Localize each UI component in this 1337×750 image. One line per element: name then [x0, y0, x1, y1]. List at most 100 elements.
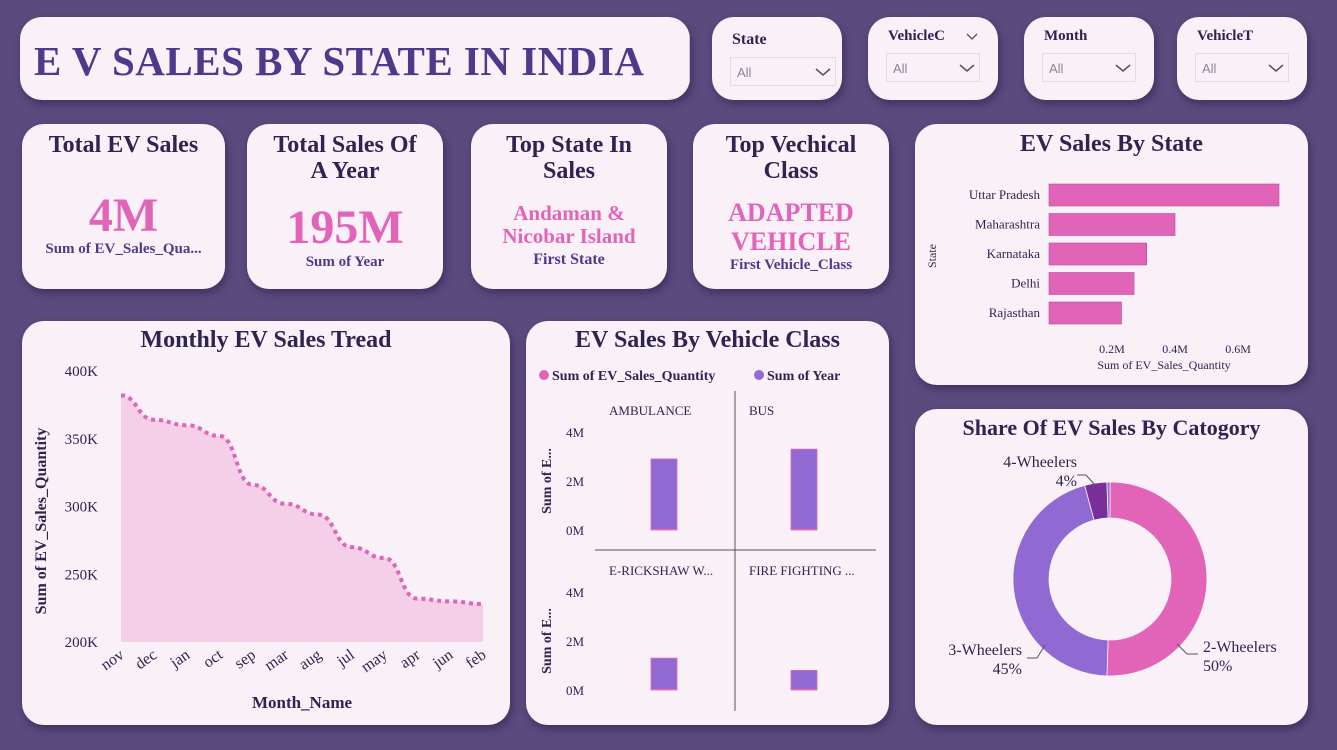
- chart-title: EV Sales By State: [1020, 131, 1203, 157]
- chart-title: EV Sales By Vehicle Class: [575, 327, 840, 353]
- year-bar: [650, 458, 678, 531]
- dashboard-title: E V SALES BY STATE IN INDIA: [34, 38, 645, 84]
- area-fill: [121, 395, 483, 642]
- donut-slice: [1106, 481, 1111, 519]
- leader-line: [1176, 643, 1198, 655]
- kpi-value: 195M: [286, 201, 404, 254]
- x-tick-label: jul: [333, 646, 358, 671]
- month-slicer[interactable]: Month All: [1024, 17, 1154, 100]
- x-tick-label: mar: [262, 646, 293, 675]
- donut-slice: [1012, 484, 1109, 677]
- kpi-subtitle: Sum of EV_Sales_Qua...: [45, 241, 202, 257]
- vehicle-class-slicer[interactable]: VehicleC All: [868, 17, 998, 100]
- x-axis-label: Sum of EV_Sales_Quantity: [1097, 358, 1230, 372]
- vehicle-class-small-multiples: Sum of EV_Sales_Quantity Sum of Year 4M 2M 0…: [539, 369, 876, 711]
- vehicle-type-slicer[interactable]: VehicleT All: [1177, 17, 1307, 100]
- state-dropdown[interactable]: All: [730, 57, 836, 86]
- vehicle-class-dropdown-value: All: [893, 61, 908, 76]
- x-tick-label: oct: [200, 646, 226, 671]
- chart-title: Monthly EV Sales Tread: [140, 327, 392, 353]
- state-slicer[interactable]: State All: [712, 17, 842, 100]
- state-bar: [1048, 272, 1135, 295]
- slice-label: 2-Wheelers: [1203, 639, 1277, 656]
- y-axis-label: State: [925, 244, 939, 268]
- kpi-title-line2: Class: [763, 158, 819, 184]
- kpi-total-ev-sales: Total EV Sales 4M Sum of EV_Sales_Qua...: [22, 124, 225, 289]
- y-tick-label: 200K: [65, 635, 99, 651]
- sales-bar: [791, 528, 817, 530]
- donut-slice: [1106, 481, 1208, 677]
- y-tick-label: 350K: [65, 432, 99, 448]
- year-bar: [790, 669, 818, 691]
- chevron-down-icon: [1268, 64, 1284, 72]
- y-tick-label: 4M: [566, 585, 585, 600]
- vehicle-type-dropdown-value: All: [1202, 61, 1217, 76]
- state-category-label: Karnataka: [987, 246, 1041, 261]
- monthly-chart-card: Monthly EV Sales Tread 400K 350K 300K 250K 2…: [22, 321, 510, 725]
- state-bar-chart: Uttar Pradesh Maharashtra Karnataka Delhi Ra…: [925, 183, 1280, 372]
- legend-label-sales: Sum of EV_Sales_Quantity: [552, 369, 715, 384]
- slice-pct-label: 45%: [993, 661, 1022, 678]
- y-tick-label: 250K: [65, 567, 99, 583]
- state-category-label: Uttar Pradesh: [969, 187, 1041, 202]
- x-tick-label: jan: [167, 646, 194, 672]
- x-tick-label: 0.6M: [1225, 342, 1251, 356]
- x-tick-label: sep: [232, 646, 259, 672]
- state-category-label: Rajasthan: [989, 305, 1041, 320]
- share-donut-chart: 2-Wheelers 50% 3-Wheelers 45% 4-Wheelers 4%: [948, 454, 1277, 678]
- chevron-down-icon: [959, 64, 975, 72]
- kpi-title-line1: Top State In: [506, 132, 632, 158]
- vehicle-class-slicer-label: VehicleC: [888, 28, 945, 44]
- text-cursor: [689, 30, 690, 80]
- slice-pct-label: 50%: [1203, 658, 1232, 675]
- kpi-total-sales-year: Total Sales Of A Year 195M Sum of Year: [247, 124, 443, 289]
- vehicle-class-chart-card: EV Sales By Vehicle Class Sum of EV_Sale…: [526, 321, 889, 725]
- y-axis-label: Sum of E...: [540, 448, 555, 514]
- slice-pct-label: 4%: [1056, 473, 1077, 490]
- year-bar: [650, 657, 678, 691]
- kpi-title-line1: Top Vechical: [725, 132, 857, 158]
- sales-bar: [651, 528, 677, 530]
- x-tick-label: jun: [429, 646, 456, 672]
- leader-line: [1027, 644, 1046, 659]
- leader-line: [1077, 474, 1096, 486]
- kpi-top-state: Top State In Sales Andaman & Nicobar Isl…: [471, 124, 667, 289]
- x-tick-label: nov: [98, 646, 127, 674]
- trend-line: [120, 393, 484, 607]
- panel-label: FIRE FIGHTING ...: [749, 563, 855, 578]
- x-tick-label: 0.4M: [1162, 342, 1188, 356]
- y-tick-label: 0M: [566, 683, 585, 698]
- kpi-title-line2: A Year: [310, 158, 380, 184]
- x-tick-label: dec: [132, 646, 160, 673]
- chart-title: Share Of EV Sales By Catogory: [962, 415, 1261, 440]
- state-chart-card: EV Sales By State Uttar Pradesh Maharasht…: [915, 124, 1308, 385]
- panel-label: AMBULANCE: [609, 403, 691, 418]
- kpi-top-vehicle-class: Top Vechical Class ADAPTED VEHICLE First…: [693, 124, 889, 289]
- kpi-title-line2: Sales: [542, 158, 595, 184]
- panel-label: E-RICKSHAW W...: [609, 563, 713, 578]
- vehicle-type-dropdown[interactable]: All: [1195, 53, 1289, 82]
- state-dropdown-value: All: [737, 65, 752, 80]
- kpi-title: Total EV Sales: [48, 132, 199, 158]
- chevron-down-icon[interactable]: [966, 33, 978, 41]
- kpi-subtitle: Sum of Year: [305, 254, 385, 270]
- legend-marker-sales: [539, 370, 549, 380]
- kpi-subtitle: First State: [533, 251, 605, 268]
- y-tick-label: 300K: [65, 500, 99, 516]
- slice-label: 4-Wheelers: [1003, 454, 1077, 471]
- y-tick-label: 2M: [566, 634, 585, 649]
- y-tick-label: 0M: [566, 523, 585, 538]
- y-tick-label: 400K: [65, 364, 99, 380]
- slice-label: 3-Wheelers: [948, 642, 1022, 659]
- vehicle-class-dropdown[interactable]: All: [886, 53, 980, 82]
- sales-bar: [791, 688, 817, 690]
- month-dropdown[interactable]: All: [1042, 53, 1136, 82]
- kpi-value: 4M: [88, 189, 159, 242]
- state-bar: [1048, 213, 1176, 236]
- kpi-value-line2: Nicobar Island: [502, 224, 636, 248]
- year-bar: [790, 448, 818, 531]
- kpi-subtitle: First Vehicle_Class: [729, 257, 853, 273]
- y-axis-label: Sum of E...: [540, 608, 555, 674]
- month-dropdown-value: All: [1049, 61, 1064, 76]
